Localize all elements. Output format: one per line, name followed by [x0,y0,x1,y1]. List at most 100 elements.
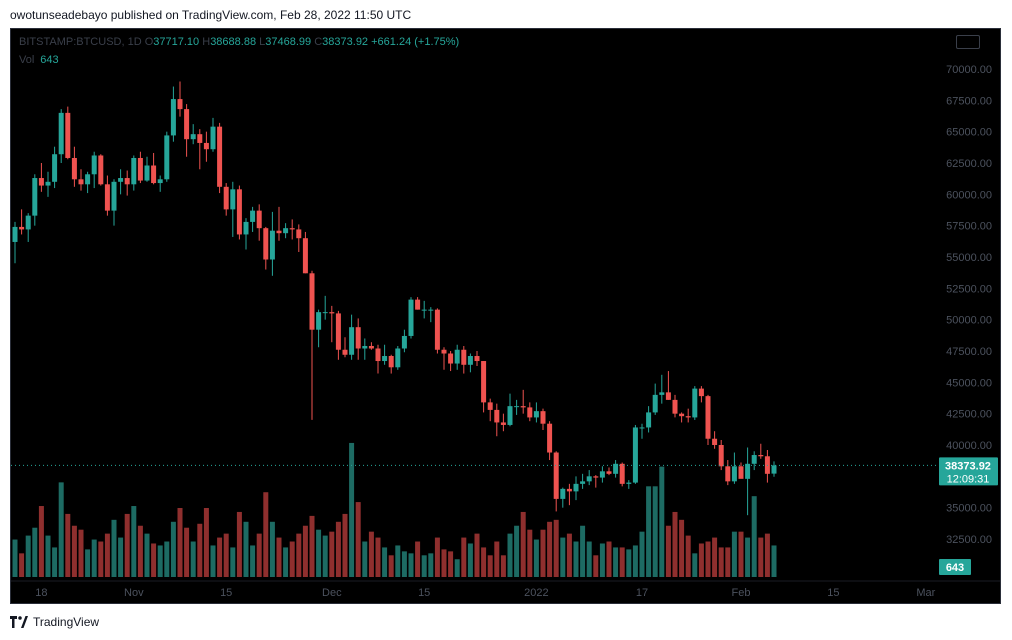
volume-bar [415,541,421,577]
candle-body [302,238,308,274]
volume-bar [764,533,770,577]
volume-bar [738,531,744,577]
volume-bar [85,549,91,577]
volume-bar [474,533,480,577]
candle-body [283,228,289,234]
candlestick-chart[interactable]: 32500.0035000.0037500.0040000.0042500.00… [11,29,1001,604]
candle-body [434,309,440,350]
candle-body [441,349,447,354]
volume-bar [144,533,150,577]
volume-bar [718,547,724,577]
volume-bar [434,537,440,577]
volume-bar [632,545,638,577]
volume-bar [428,553,434,577]
price-axis [937,29,1000,603]
volume-bar [151,543,157,577]
candle-body [652,394,658,413]
volume-bar [382,547,388,577]
candle-body [580,481,586,484]
candle-body [322,312,328,314]
volume-bar [580,525,586,577]
volume-bar [217,537,223,577]
candle-body [481,361,487,403]
candle-body [131,157,137,185]
candle-body [263,228,269,260]
maximize-icon[interactable] [956,35,980,49]
candle-body [487,402,493,410]
x-tick-label: 17 [636,587,648,599]
volume-bar [731,531,737,577]
y-tick-label: 42500.00 [946,409,992,421]
volume-bar [771,545,777,577]
candle-body [329,312,335,314]
candle-body [52,154,58,182]
candle-body [613,463,619,474]
candle-body [415,299,421,310]
volume-bar [276,537,282,577]
x-tick-label: 2022 [524,587,548,599]
candle-body [533,411,539,418]
volume-bar [527,529,533,577]
candle-body [738,466,744,479]
candle-body [91,155,97,175]
candle-body [170,99,176,136]
volume-bar [12,539,18,577]
candle-body [632,427,638,483]
candle-body [230,189,236,210]
candle-body [124,178,130,185]
volume-bar [309,515,315,577]
volume-bar [599,543,605,577]
volume-bar [665,525,671,577]
volume-bar [71,525,77,577]
volume-bar [362,541,368,577]
candle-body [461,349,467,365]
candle-body [751,455,757,464]
volume-bar [38,506,44,577]
volume-bar [52,547,58,577]
volume-bar [236,511,242,577]
candle-body [566,488,572,492]
volume-bar [322,535,328,577]
volume-bar [124,513,130,577]
y-tick-label: 57500.00 [946,221,992,233]
candle-body [289,228,295,230]
candle-body [355,327,361,349]
candle-body [474,356,480,362]
candle-body [19,226,25,230]
volume-bar [685,535,691,577]
candle-body [626,482,632,484]
candle-body [586,476,592,482]
candle-body [12,226,18,242]
volume-legend: Vol 643 [19,54,59,66]
candle-body [514,406,520,408]
candle-body [335,313,341,350]
volume-bar [646,486,652,577]
x-tick-label: Nov [124,587,144,599]
y-tick-label: 50000.00 [946,315,992,327]
volume-bar [679,519,685,577]
volume-bar [619,547,625,577]
candle-body [32,178,38,216]
volume-bar [698,543,704,577]
candle-body [692,388,698,418]
candle-body [685,416,691,418]
candle-body [500,422,506,425]
volume-bar [137,525,143,577]
volume-bar [751,496,757,577]
volume-bar [342,513,348,577]
volume-bar [19,553,25,577]
volume-legend-label: Vol [19,54,35,66]
y-tick-label: 62500.00 [946,158,992,170]
chart-panel[interactable]: 32500.0035000.0037500.0040000.0042500.00… [10,28,1001,604]
candle-body [494,409,500,423]
candle-body [448,353,454,364]
volume-bar [98,541,104,577]
y-tick-label: 45000.00 [946,377,992,389]
candle-body [547,423,553,453]
volume-bar [263,492,269,577]
volume-bar [349,442,355,577]
volume-bar [712,537,718,577]
price-label-countdown: 12:09:31 [947,473,990,485]
candle-body [368,345,374,349]
candle-body [349,327,355,355]
